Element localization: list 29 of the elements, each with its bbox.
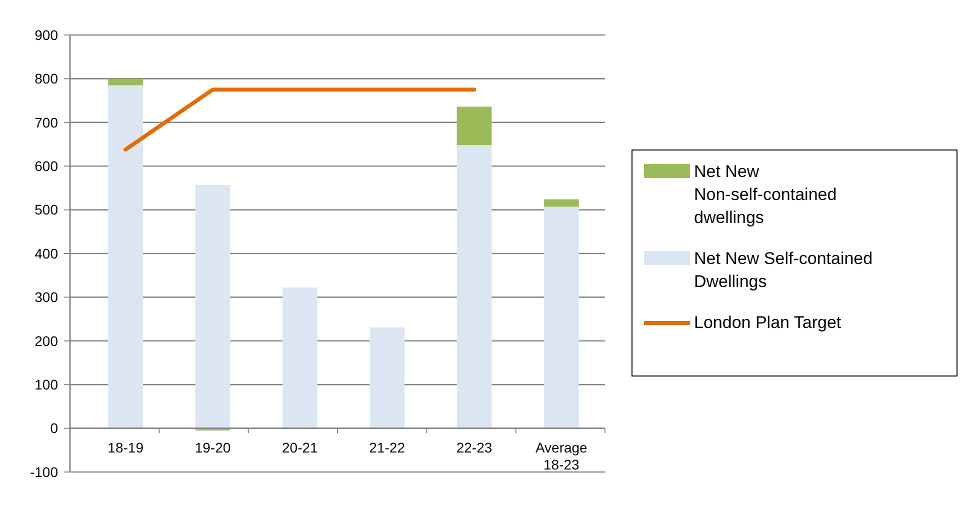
y-tick-label: 800 (34, 70, 58, 87)
y-tick-label: 700 (34, 114, 58, 130)
bar (282, 288, 318, 428)
bar (370, 327, 405, 428)
y-tick-label: 200 (34, 332, 58, 349)
y-tick-label: -100 (30, 464, 58, 480)
x-tick-label: 19-20 (194, 439, 231, 456)
y-tick-label: 100 (34, 376, 58, 392)
x-tick-label: 18-19 (108, 439, 144, 456)
y-tick-label: 0 (50, 420, 58, 436)
bar (456, 145, 492, 428)
y-tick-label: 500 (34, 202, 58, 218)
y-tick-label: 400 (34, 245, 58, 262)
bar (544, 199, 579, 207)
bar (544, 206, 579, 428)
bar (108, 78, 144, 86)
y-tick-label: 300 (34, 289, 58, 306)
bar (456, 106, 492, 146)
bar (108, 85, 144, 428)
y-tick-label: 600 (34, 158, 58, 174)
legend-label: London Plan Target (694, 313, 842, 332)
legend-label: Net New Non-self-contained dwellings (694, 162, 837, 227)
x-tick-label: 21-22 (369, 439, 406, 456)
bar (195, 184, 230, 428)
x-tick-label: 20-21 (282, 439, 318, 456)
x-tick-label: Average 18-23 (535, 439, 588, 472)
y-tick-label: 900 (34, 26, 58, 43)
x-tick-label: 22-23 (456, 439, 492, 456)
legend-label: Net New Self-contained Dwellings (694, 249, 873, 291)
